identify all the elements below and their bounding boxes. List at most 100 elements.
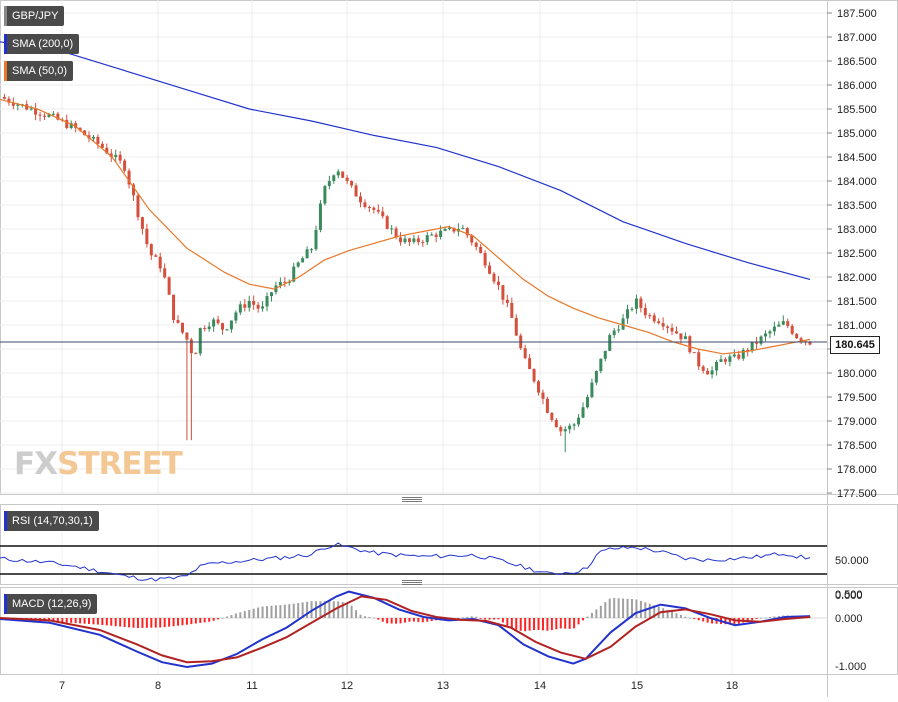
macd-hist-bar-up — [270, 605, 273, 618]
candle-down — [376, 209, 380, 212]
macd-hist-bar-down — [136, 618, 139, 629]
rsi-legend[interactable]: RSI (14,70,30,1) — [4, 511, 99, 531]
macd-hist-bar-up — [234, 613, 237, 618]
macd-hist-bar-down — [417, 618, 420, 622]
candle-up — [403, 238, 407, 243]
pane-splitter-rsi[interactable] — [402, 497, 422, 503]
macd-hist-bar-up — [372, 617, 375, 619]
candle-down — [256, 304, 260, 309]
macd-hist-bar-down — [404, 618, 406, 623]
candle-up — [16, 104, 20, 106]
macd-hist-bar-up — [283, 604, 286, 618]
macd-hist-bar-down — [70, 618, 73, 623]
candle-down — [158, 256, 162, 269]
macd-hist-bar-down — [217, 618, 220, 620]
candle-down — [799, 338, 803, 342]
candle-down — [648, 315, 652, 317]
macd-hist-bar-down — [114, 618, 117, 627]
pane-splitter-macd[interactable] — [402, 580, 422, 586]
candle-up — [318, 203, 322, 230]
candle-down — [180, 322, 184, 333]
macd-hist-bar-up — [590, 612, 593, 618]
candle-up — [332, 175, 336, 182]
y-tick-label: 183.000 — [837, 224, 877, 236]
macd-hist-bar-up — [671, 611, 674, 618]
macd-hist-bar-up — [764, 617, 767, 619]
sma50-legend[interactable]: SMA (50,0) — [4, 61, 74, 81]
symbol-legend[interactable]: GBP/JPY — [4, 6, 65, 26]
candle-down — [399, 237, 403, 243]
macd-hist-bar-down — [168, 618, 171, 627]
macd-hist-bar-down — [159, 618, 162, 628]
macd-hist-bar-down — [573, 618, 576, 629]
candle-down — [666, 326, 670, 328]
macd-hist-bar-down — [172, 618, 175, 627]
macd-hist-bar-up — [679, 614, 682, 618]
macd-hist-bar-up — [363, 616, 366, 618]
candle-down — [11, 102, 15, 106]
candle-down — [688, 336, 692, 353]
macd-hist-bar-down — [399, 618, 402, 624]
candle-down — [541, 392, 545, 399]
macd-hist-bar-down — [484, 618, 487, 620]
macd-hist-bar-down — [706, 618, 709, 623]
macd-hist-bar-down — [408, 618, 411, 622]
y-tick-label: 183.500 — [837, 200, 877, 212]
macd-hist-bar-up — [599, 605, 602, 618]
candle-down — [154, 255, 158, 257]
candle-down — [381, 211, 385, 217]
candle-down — [545, 398, 549, 413]
candle-up — [732, 354, 736, 357]
y-tick-label: 187.000 — [837, 32, 877, 44]
macd-hist-bar-down — [145, 618, 148, 628]
macd-hist-bar-down — [177, 618, 180, 626]
macd-hist-bar-down — [746, 618, 749, 622]
candle-up — [29, 108, 33, 110]
macd-hist-bar-down — [203, 618, 206, 623]
candle-down — [109, 153, 113, 158]
candle-down — [149, 244, 153, 256]
candle-up — [630, 308, 634, 310]
candle-down — [2, 97, 6, 99]
macd-hist-bar-down — [728, 618, 731, 625]
macd-hist-bar-up — [261, 606, 264, 618]
macd-hist-bar-up — [368, 616, 371, 618]
macd-legend[interactable]: MACD (12,26,9) — [4, 594, 98, 614]
candle-down — [514, 317, 518, 336]
candle-down — [189, 339, 193, 354]
y-tick-label: 181.000 — [837, 320, 877, 332]
macd-hist-bar-up — [675, 613, 678, 618]
candle-up — [750, 341, 754, 352]
candle-down — [34, 108, 38, 115]
candle-down — [532, 369, 536, 382]
candle-down — [706, 370, 710, 375]
macd-hist-bar-up — [684, 616, 687, 618]
macd-hist-bar-up — [328, 601, 331, 618]
candle-up — [439, 230, 443, 237]
candle-up — [710, 370, 714, 375]
macd-hist-bar-down — [457, 618, 460, 619]
macd-label: MACD (12,26,9) — [12, 598, 92, 610]
candle-down — [252, 301, 256, 305]
candle-up — [323, 186, 327, 204]
candle-down — [123, 160, 127, 171]
candle-up — [443, 228, 447, 231]
candle-down — [345, 177, 349, 181]
candle-down — [127, 170, 131, 185]
candle-up — [336, 171, 340, 176]
candle-down — [83, 130, 87, 136]
macd-hist-bar-up — [341, 602, 344, 618]
candle-down — [221, 323, 225, 330]
candle-up — [572, 424, 576, 426]
current-price-tag: 180.645 — [830, 336, 880, 354]
candle-up — [412, 238, 416, 242]
macd-hist-bar-down — [395, 618, 398, 624]
candle-up — [608, 335, 612, 351]
macd-hist-bar-down — [190, 618, 193, 625]
candle-down — [136, 195, 140, 218]
candle-down — [434, 234, 438, 237]
sma200-legend[interactable]: SMA (200,0) — [4, 34, 80, 54]
y-tick-label: 185.000 — [837, 128, 877, 140]
candle-up — [305, 249, 309, 259]
macd-hist-bar-down — [493, 618, 496, 620]
